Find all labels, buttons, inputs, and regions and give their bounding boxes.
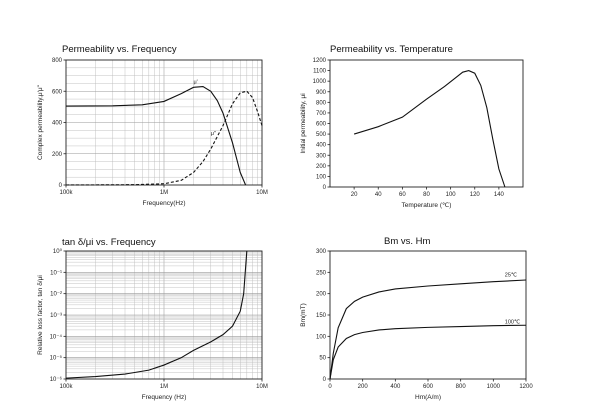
x-tick-label: 1M — [160, 190, 168, 196]
y-tick-label: 100 — [316, 334, 327, 340]
y-axis-label: Initial permeability, μi — [300, 93, 307, 153]
series-annotation: 25℃ — [505, 273, 518, 279]
series-line-2 — [329, 324, 527, 380]
x-tick-label: 140 — [494, 192, 505, 198]
x-tick-label: 60 — [399, 192, 406, 198]
x-axis-label: Frequency(Hz) — [143, 200, 186, 207]
x-tick-label: 400 — [390, 384, 401, 390]
series-line-1 — [65, 250, 248, 379]
series-annotation: 100℃ — [505, 320, 521, 326]
chart-title: Permeability vs. Temperature — [330, 44, 453, 55]
y-tick-label: 400 — [316, 143, 327, 149]
x-tick-label: 10M — [256, 384, 268, 390]
y-axis-label: Complex permeability,μ'μ" — [37, 84, 44, 160]
y-tick-label: 10⁻⁶ — [50, 376, 63, 383]
y-tick-label: 1100 — [313, 69, 327, 75]
chart-4: 0 200 400 600 800 1000 1200 0 50 100 150 200 250 300 B… — [300, 236, 533, 401]
chart-title: Bm vs. Hm — [384, 236, 431, 247]
x-tick-label: 100 — [446, 192, 457, 198]
y-tick-label: 1200 — [313, 58, 327, 64]
y-tick-label: 250 — [316, 270, 327, 276]
y-tick-label: 700 — [316, 111, 327, 117]
y-tick-label: 10⁻² — [50, 292, 62, 298]
x-tick-label: 800 — [456, 384, 467, 390]
y-tick-label: 500 — [316, 132, 327, 138]
x-tick-label: 600 — [423, 384, 434, 390]
plot-frame — [329, 59, 524, 188]
y-tick-label: 0 — [323, 377, 327, 383]
y-tick-label: 150 — [316, 313, 327, 319]
y-tick-label: 10⁻³ — [50, 313, 62, 319]
chart-2: 20 40 60 80 100 120 140 0 100 200 300 400 500 600 700 8… — [300, 44, 524, 209]
y-tick-label: 0 — [323, 185, 327, 191]
y-tick-label: 10⁰ — [53, 248, 63, 255]
grid — [66, 60, 262, 185]
x-tick-label: 1000 — [487, 384, 501, 390]
series-line-1 — [353, 69, 506, 188]
y-tick-label: 50 — [319, 356, 326, 362]
x-tick-label: 1M — [160, 384, 168, 390]
grid — [66, 251, 262, 379]
y-tick-label: 200 — [316, 292, 327, 298]
x-tick-label: 80 — [423, 192, 430, 198]
y-tick-label: 200 — [316, 164, 327, 170]
series-annotation: μ' — [194, 79, 198, 85]
y-tick-label: 900 — [316, 90, 327, 96]
x-axis-label: Frequency (Hz) — [142, 394, 187, 401]
series-annotation: μ" — [211, 131, 216, 137]
y-tick-label: 0 — [59, 183, 63, 189]
chart-3: 100k 1M 10M 10⁻⁶ 10⁻⁵ 10⁻⁴ 10⁻³ 10⁻² 10⁻¹ 10⁰tan … — [37, 237, 268, 401]
y-axis-label: Bm(mT) — [300, 303, 307, 326]
x-tick-label: 0 — [328, 384, 332, 390]
y-tick-label: 300 — [316, 153, 327, 159]
x-axis-label: Temperature (℃) — [402, 202, 452, 209]
x-tick-label: 120 — [470, 192, 481, 198]
x-tick-label: 40 — [375, 192, 382, 198]
y-tick-label: 10⁻⁵ — [50, 355, 63, 362]
y-tick-label: 100 — [316, 174, 327, 180]
plot-frame — [329, 250, 527, 380]
x-tick-label: 100k — [59, 384, 73, 390]
y-tick-label: 200 — [52, 152, 63, 158]
x-tick-label: 100k — [59, 190, 73, 196]
x-axis-label: Hm(A/m) — [415, 394, 441, 401]
y-tick-label: 400 — [52, 121, 63, 127]
y-tick-label: 10⁻¹ — [50, 270, 62, 276]
y-axis-label: Relative loss factor, tan δ/μi — [37, 275, 44, 355]
y-tick-label: 300 — [316, 249, 327, 255]
y-tick-label: 600 — [316, 122, 327, 128]
x-tick-label: 200 — [358, 384, 369, 390]
series-line-1 — [329, 279, 527, 380]
y-tick-label: 800 — [52, 58, 63, 64]
chart-1: 100k 1M 10M 0 200 400 600 800 Permeability vs. F… — [37, 44, 268, 207]
x-tick-label: 20 — [351, 192, 358, 198]
y-tick-label: 600 — [52, 89, 63, 95]
y-tick-label: 800 — [316, 100, 327, 106]
series-line-2 — [65, 90, 263, 186]
chart-title: tan δ/μi vs. Frequency — [62, 237, 156, 248]
y-tick-label: 1000 — [313, 79, 327, 85]
x-tick-label: 10M — [256, 190, 268, 196]
y-tick-label: 10⁻⁴ — [50, 333, 63, 340]
x-tick-label: 1200 — [519, 384, 533, 390]
chart-title: Permeability vs. Frequency — [62, 44, 177, 55]
series-line-1 — [65, 85, 247, 186]
